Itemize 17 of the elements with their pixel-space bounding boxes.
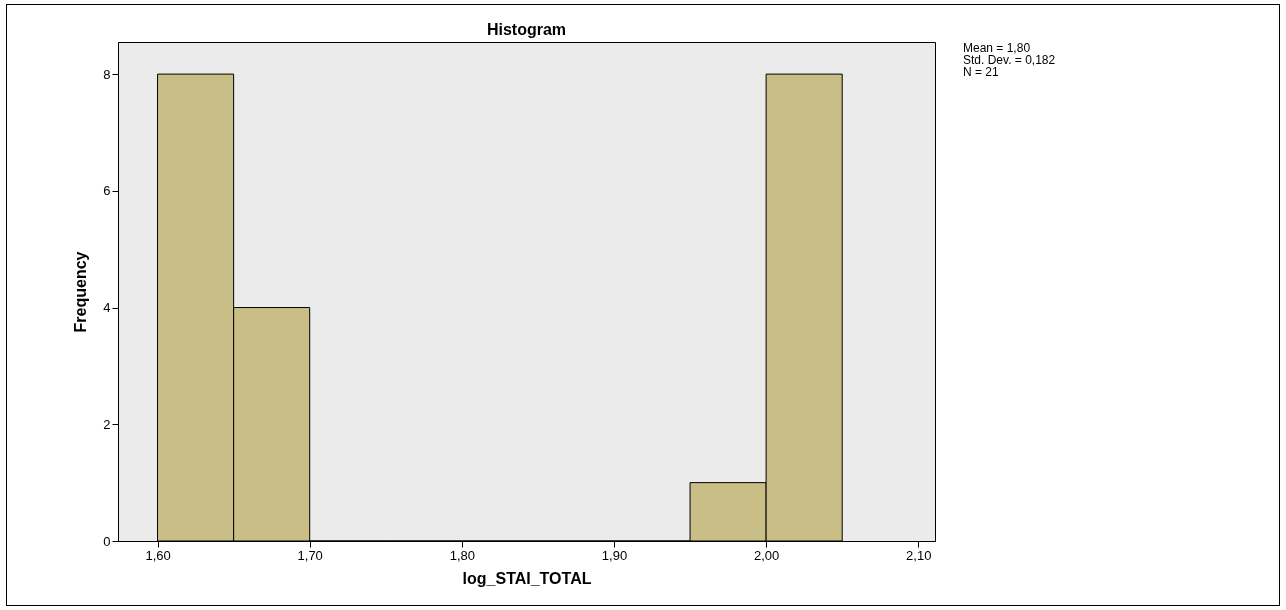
x-axis-title: log_STAI_TOTAL xyxy=(462,569,592,587)
y-tick-label: 2 xyxy=(103,416,111,432)
x-tick-label: 1,80 xyxy=(449,547,475,563)
y-tick-label: 4 xyxy=(103,300,111,316)
text: Mean = 1,80 xyxy=(963,41,1031,55)
chart-title: Histogram xyxy=(486,21,567,38)
y-tick-label: 0 xyxy=(103,533,111,549)
text: Std. Dev. = 0,182 xyxy=(963,53,1056,67)
text: N = 21 xyxy=(963,65,1000,79)
x-tick-label: 1,70 xyxy=(297,547,323,563)
y-axis-title: Frequency xyxy=(72,251,90,333)
x-tick-label: 1,90 xyxy=(601,547,628,563)
x-tick-label: 2,00 xyxy=(753,547,780,563)
y-tick-label: 6 xyxy=(103,183,111,199)
x-tick-label: 2,10 xyxy=(906,547,932,563)
y-tick-label: 8 xyxy=(103,66,111,82)
x-tick-label: 1,60 xyxy=(145,547,171,563)
